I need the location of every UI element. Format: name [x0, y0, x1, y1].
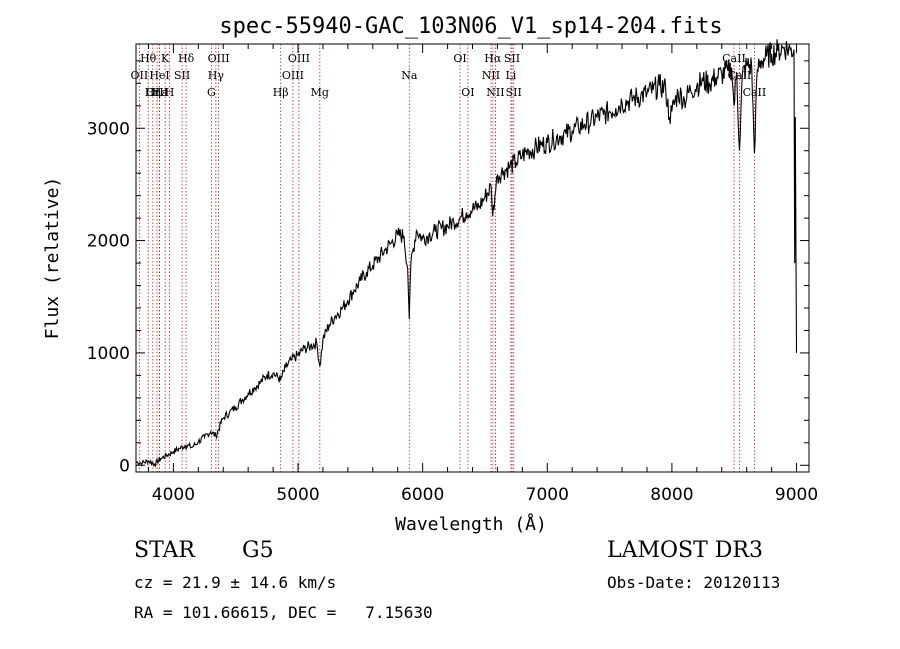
marker-label-7: SII — [174, 69, 190, 82]
marker-label-23: SII — [504, 52, 520, 65]
spectrum-chart: spec-55940-GAC_103N06_V1_sp14-204.fits H… — [42, 14, 818, 535]
marker-label-13: Hβ — [273, 86, 289, 99]
marker-label-10: OIII — [208, 52, 230, 65]
plot-frame — [135, 43, 810, 473]
spectrum-series-line — [135, 39, 798, 469]
marker-label-19: OI — [461, 86, 474, 99]
marker-label-1: OII — [131, 69, 149, 82]
marker-label-14: OIII — [288, 52, 310, 65]
marker-label-0: Hθ — [140, 52, 157, 65]
y-tick-label-3: 3000 — [87, 119, 130, 139]
x-tick-label-1: 5000 — [276, 485, 319, 505]
marker-label-11: Hγ — [208, 69, 225, 82]
marker-label-22: NII — [486, 86, 504, 99]
x-tick-label-4: 8000 — [650, 485, 693, 505]
x-tick-label-3: 7000 — [526, 485, 569, 505]
observation-date: Obs-Date: 20120113 — [607, 573, 781, 592]
marker-label-3: Hε — [152, 86, 168, 99]
x-tick-label-0: 4000 — [152, 485, 195, 505]
y-tick-label-2: 2000 — [87, 232, 130, 252]
y-axis-label: Flux (relative) — [42, 177, 63, 340]
marker-label-8: Hδ — [178, 52, 195, 65]
marker-label-20: Hα — [484, 52, 502, 65]
marker-label-5: H — [165, 86, 175, 99]
marker-label-17: Na — [401, 69, 418, 82]
spectral-line-markers — [138, 44, 755, 472]
redshift-value: cz = 21.9 ± 14.6 km/s — [134, 573, 337, 592]
marker-label-24: Li — [505, 69, 516, 82]
marker-label-12: G — [207, 86, 216, 99]
chart-title: spec-55940-GAC_103N06_V1_sp14-204.fits — [219, 14, 722, 39]
marker-label-18: OI — [453, 52, 466, 65]
marker-label-16: Mg — [311, 86, 329, 99]
marker-label-2: OIII — [146, 86, 168, 99]
survey-name: LAMOST DR3 — [607, 538, 763, 563]
y-tick-label-1: 1000 — [87, 344, 130, 364]
x-axis-label: Wavelength (Å) — [395, 513, 547, 535]
x-tick-label-2: 6000 — [401, 485, 444, 505]
y-axis: 0 1000 2000 3000 — [87, 60, 809, 476]
ra-dec-coordinates: RA = 101.66615, DEC = 7.15630 — [134, 603, 433, 622]
marker-label-21: NII — [482, 69, 500, 82]
y-tick-label-0: 0 — [119, 456, 130, 476]
object-class: STAR — [134, 538, 195, 563]
marker-label-9: Hη — [145, 86, 161, 99]
x-axis: 4000 5000 6000 7000 8000 9000 — [147, 44, 818, 505]
marker-label-6: HeI — [149, 69, 169, 82]
marker-label-25: SII — [506, 86, 522, 99]
marker-label-15: OIII — [282, 69, 304, 82]
marker-label-28: CaII — [743, 86, 767, 99]
object-subclass: G5 — [242, 538, 274, 563]
marker-label-4: K — [161, 52, 170, 65]
x-tick-label-5: 9000 — [775, 485, 818, 505]
